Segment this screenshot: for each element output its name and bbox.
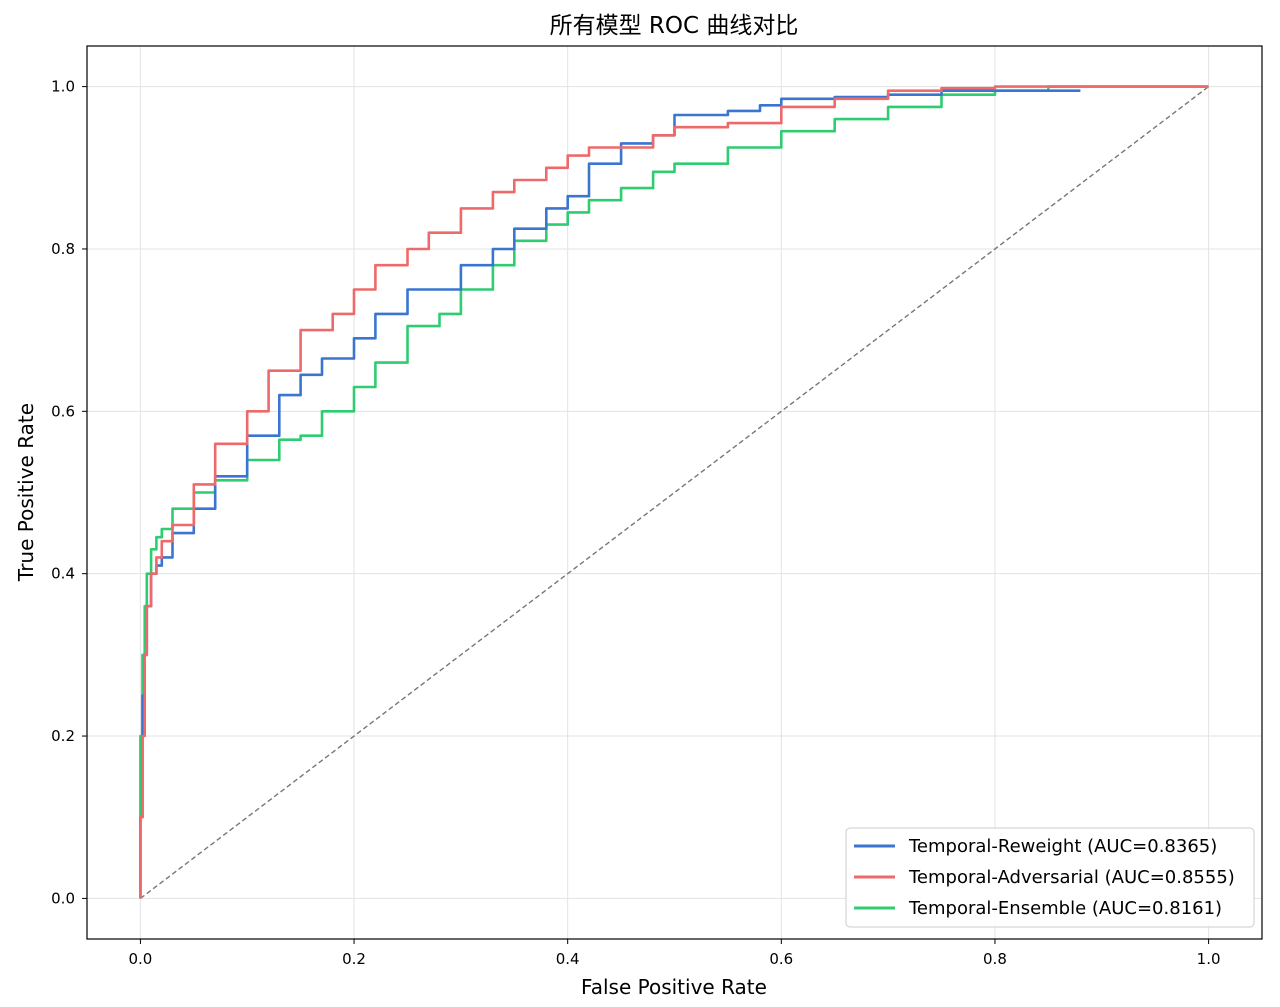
plot-frame	[86, 45, 1263, 940]
x-tick-label: 1.0	[1197, 950, 1221, 968]
roc-curve-ensemble	[139, 85, 1209, 899]
grid	[87, 46, 1262, 939]
legend-label-reweight: Temporal-Reweight (AUC=0.8365)	[908, 836, 1217, 857]
series-layer	[139, 85, 1209, 899]
x-tick-label: 0.6	[769, 950, 793, 968]
legend-label-adversarial: Temporal-Adversarial (AUC=0.8555)	[908, 867, 1235, 888]
legend: Temporal-Reweight (AUC=0.8365) Temporal-A…	[845, 827, 1255, 928]
x-axis-label: False Positive Rate	[581, 975, 767, 999]
diagonal-reference	[139, 86, 1210, 899]
y-axis-label: True Positive Rate	[14, 403, 38, 582]
x-tick-label: 0.0	[128, 950, 152, 968]
y-tick-label: 1.0	[51, 78, 75, 96]
x-tick-label: 0.4	[556, 950, 580, 968]
y-tick-label: 0.2	[51, 727, 75, 745]
legend-box	[845, 827, 1255, 928]
chart-title: 所有模型 ROC 曲线对比	[550, 13, 799, 39]
y-tick-label: 0.6	[51, 402, 75, 420]
x-tick-label: 0.8	[983, 950, 1007, 968]
roc-curve-adversarial	[139, 85, 1209, 899]
roc-curve-reweight	[139, 89, 1081, 899]
y-ticks: 0.0 0.2 0.4 0.6 0.8 1.0	[51, 78, 87, 907]
y-tick-label: 0.8	[51, 240, 75, 258]
diagonal-line	[139, 86, 1210, 899]
y-tick-label: 0.4	[51, 565, 75, 583]
y-tick-label: 0.0	[51, 889, 75, 907]
x-tick-label: 0.2	[342, 950, 366, 968]
legend-label-ensemble: Temporal-Ensemble (AUC=0.8161)	[908, 898, 1222, 919]
x-ticks: 0.0 0.2 0.4 0.6 0.8 1.0	[128, 939, 1221, 968]
